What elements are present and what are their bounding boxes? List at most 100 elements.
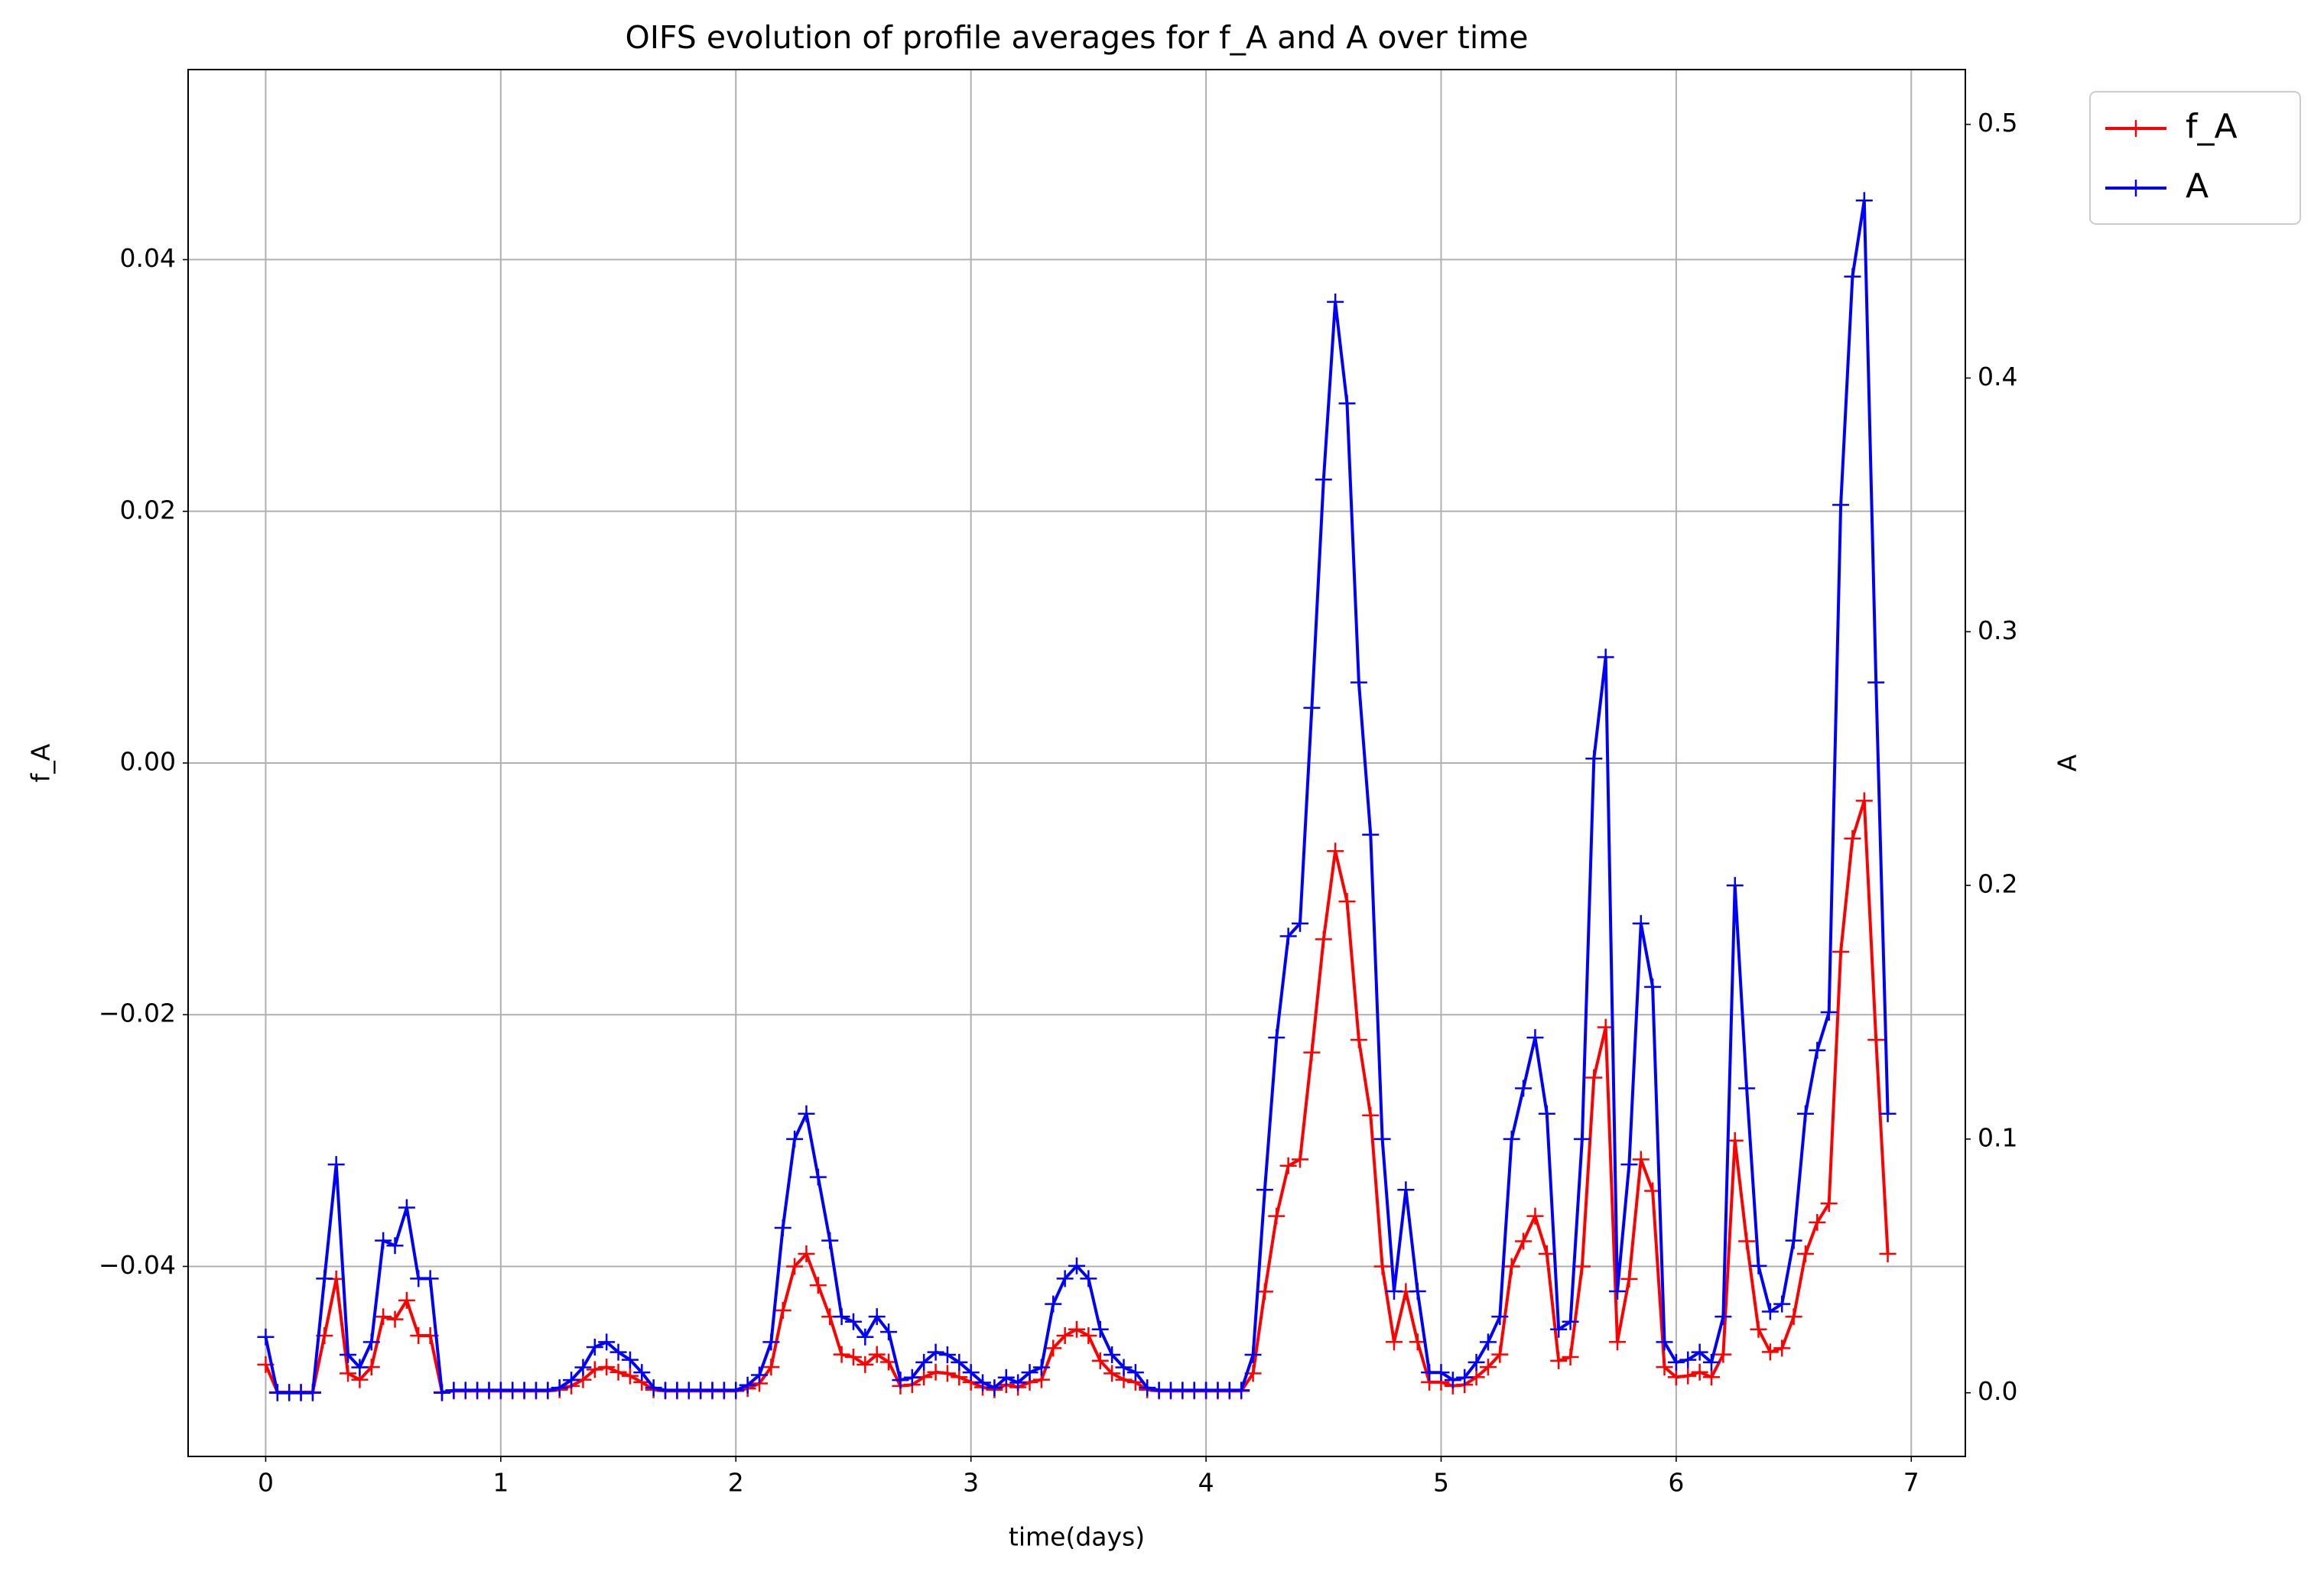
- marker: [1080, 1270, 1097, 1287]
- y2-tick-label: 0.1: [1978, 1122, 2017, 1152]
- x-tick-label: 0: [258, 1468, 274, 1498]
- marker: [304, 1384, 321, 1401]
- marker: [1750, 1257, 1767, 1274]
- marker: [1292, 914, 1309, 932]
- marker: [1479, 1359, 1497, 1376]
- marker: [856, 1356, 874, 1373]
- marker: [951, 1369, 968, 1386]
- marker: [1409, 1282, 1426, 1300]
- y2-tick-label: 0.0: [1978, 1376, 2017, 1406]
- marker: [1585, 750, 1603, 768]
- marker: [1373, 1130, 1391, 1148]
- marker: [1397, 1181, 1415, 1199]
- x-tick-label: 1: [492, 1468, 509, 1498]
- marker: [1444, 1372, 1461, 1389]
- marker: [974, 1374, 992, 1391]
- marker: [997, 1369, 1015, 1386]
- marker: [1703, 1369, 1720, 1386]
- y-tick-label: −0.04: [99, 1250, 176, 1280]
- marker: [1515, 1080, 1533, 1097]
- marker: [1809, 1041, 1826, 1059]
- legend-box: [2089, 91, 2301, 225]
- marker: [1303, 699, 1321, 716]
- marker: [962, 1364, 980, 1382]
- marker: [844, 1313, 862, 1330]
- x-tick-label: 6: [1668, 1468, 1684, 1498]
- marker: [798, 1245, 815, 1262]
- marker: [1256, 1181, 1273, 1199]
- marker: [1773, 1339, 1791, 1357]
- marker: [821, 1232, 839, 1249]
- marker: [1456, 1369, 1474, 1386]
- marker: [774, 1302, 791, 1320]
- marker: [551, 1379, 568, 1397]
- marker: [1068, 1320, 1085, 1338]
- chart-title: OIFS evolution of profile averages for f…: [626, 19, 1529, 56]
- marker: [1115, 1359, 1133, 1376]
- marker: [1279, 1157, 1297, 1174]
- marker: [1879, 1105, 1897, 1122]
- marker: [1350, 1031, 1367, 1049]
- marker: [574, 1359, 592, 1376]
- legend-label: f_A: [2186, 107, 2238, 146]
- marker: [375, 1232, 392, 1249]
- marker: [609, 1363, 627, 1381]
- marker: [1761, 1303, 1779, 1320]
- x-tick-label: 5: [1433, 1468, 1449, 1498]
- marker: [1491, 1308, 1509, 1326]
- marker: [1338, 893, 1356, 911]
- marker: [1432, 1364, 1450, 1382]
- marker: [1820, 1004, 1838, 1021]
- marker: [1844, 268, 1861, 285]
- marker: [880, 1323, 898, 1341]
- marker: [833, 1308, 850, 1326]
- marker: [1350, 674, 1367, 691]
- marker: [1279, 927, 1297, 945]
- marker: [257, 1328, 275, 1346]
- marker: [1844, 830, 1861, 847]
- marker: [1103, 1365, 1121, 1382]
- marker: [1479, 1333, 1497, 1351]
- marker: [774, 1219, 791, 1237]
- marker: [1620, 1156, 1638, 1174]
- marker: [1832, 943, 1850, 960]
- marker: [1080, 1326, 1097, 1344]
- marker: [844, 1348, 862, 1365]
- marker: [809, 1168, 827, 1186]
- marker: [1526, 1029, 1544, 1047]
- marker: [903, 1369, 921, 1386]
- marker: [798, 1105, 815, 1122]
- marker: [1292, 1151, 1309, 1168]
- marker: [586, 1361, 603, 1378]
- marker: [598, 1333, 616, 1351]
- marker: [1738, 1232, 1756, 1250]
- marker: [316, 1270, 333, 1287]
- marker: [1515, 1232, 1533, 1250]
- marker: [986, 1379, 1003, 1397]
- marker: [927, 1343, 944, 1361]
- marker: [1855, 792, 1873, 810]
- marker: [1373, 1258, 1391, 1275]
- series: [257, 192, 1897, 1401]
- marker: [938, 1365, 956, 1382]
- x-tick-label: 4: [1198, 1468, 1214, 1498]
- x-tick-label: 3: [963, 1468, 979, 1498]
- marker: [892, 1372, 909, 1389]
- marker: [1256, 1283, 1273, 1300]
- marker: [868, 1346, 886, 1363]
- marker: [1679, 1351, 1697, 1369]
- marker: [1715, 1308, 1732, 1326]
- marker: [1691, 1363, 1708, 1381]
- marker: [398, 1199, 415, 1216]
- marker: [586, 1338, 603, 1356]
- marker: [833, 1346, 850, 1363]
- marker: [1585, 1069, 1603, 1086]
- marker: [1303, 1044, 1321, 1061]
- marker: [1620, 1270, 1638, 1287]
- marker: [1562, 1348, 1579, 1365]
- marker: [1573, 1258, 1591, 1275]
- marker: [1691, 1343, 1708, 1361]
- legend-label: A: [2186, 167, 2209, 206]
- marker: [1761, 1343, 1779, 1361]
